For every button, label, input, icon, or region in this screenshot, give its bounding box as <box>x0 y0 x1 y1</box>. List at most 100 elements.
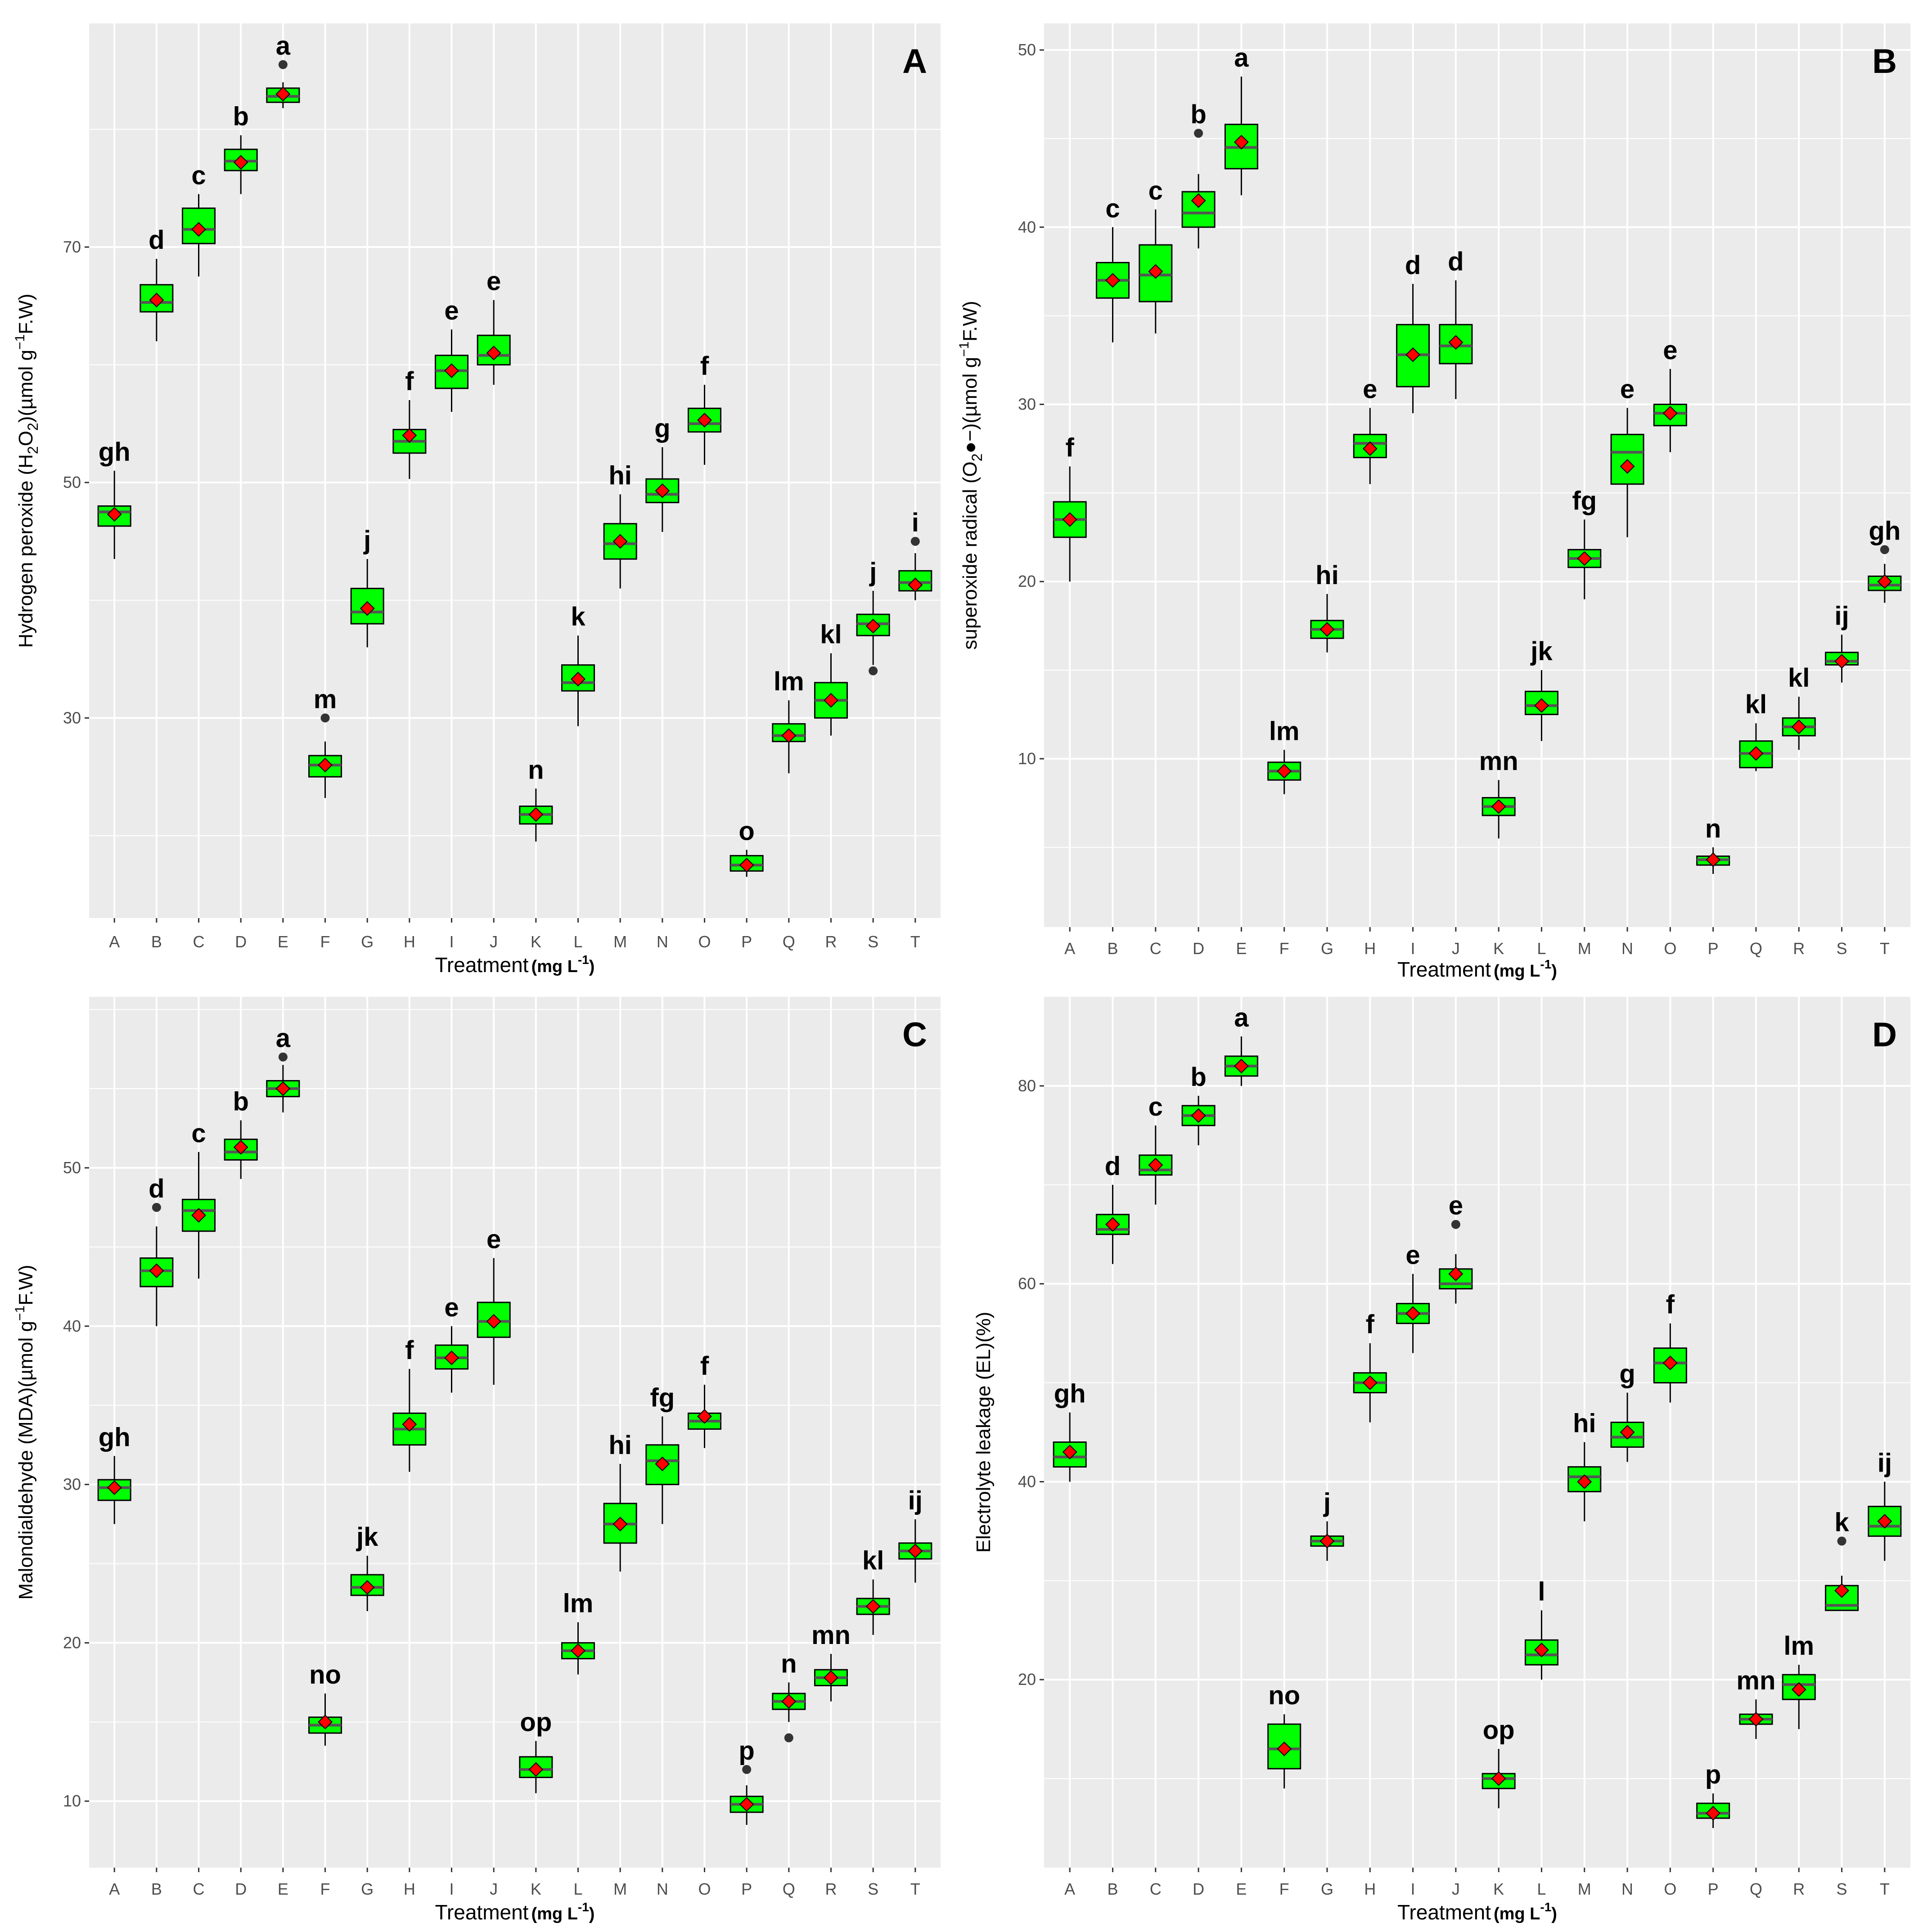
x-tick-label: Q <box>783 932 795 951</box>
x-tick-label: O <box>1664 939 1676 958</box>
significance-letter: mn <box>811 1621 851 1650</box>
panel-c-chart: 1020304050ghdcbanojkfeeoplmhifgfpnmnklij… <box>13 997 941 1924</box>
x-tick-label: F <box>1279 1880 1289 1898</box>
significance-letter: e <box>444 296 459 325</box>
mean-marker <box>1191 193 1206 208</box>
y-axis-title-part: F.W) <box>15 1265 37 1305</box>
significance-letter: e <box>1620 374 1635 404</box>
mean-marker <box>1148 264 1163 279</box>
outlier-point <box>742 1765 752 1774</box>
significance-letter: l <box>1538 1577 1545 1606</box>
y-tick-label: 40 <box>1018 1472 1036 1491</box>
mean-marker <box>1577 551 1592 566</box>
significance-letter: kl <box>1788 663 1810 693</box>
outlier-point <box>784 1733 793 1743</box>
x-tick-label: G <box>361 932 374 951</box>
mean-marker <box>444 363 459 378</box>
significance-letter: b <box>233 1087 248 1116</box>
x-tick-label: T <box>910 932 920 951</box>
mean-marker <box>865 1599 881 1614</box>
outlier-point <box>1837 1536 1846 1546</box>
mean-marker <box>486 1314 501 1329</box>
x-axis-unit-close: ) <box>589 1905 595 1923</box>
mean-marker <box>1791 719 1806 734</box>
significance-letter: e <box>1405 1241 1420 1270</box>
significance-letter: j <box>869 558 877 587</box>
mean-marker <box>233 155 248 170</box>
x-tick-label: B <box>151 1880 162 1898</box>
x-tick-label: P <box>1708 939 1719 958</box>
mean-marker <box>1662 1356 1678 1370</box>
significance-letter: c <box>191 1119 206 1148</box>
mean-marker <box>107 507 122 522</box>
significance-letter: c <box>1105 194 1120 223</box>
significance-letter: gh <box>1054 1379 1086 1409</box>
mean-marker <box>1234 1058 1249 1074</box>
mean-marker <box>571 1643 585 1658</box>
x-tick-label: O <box>698 932 711 951</box>
x-axis-unit-exponent: -1 <box>578 953 589 967</box>
x-tick-label: O <box>1664 1880 1676 1898</box>
y-tick-label: 40 <box>1018 218 1036 236</box>
x-tick-label: A <box>1064 939 1075 958</box>
mean-marker <box>1320 1533 1335 1549</box>
y-tick-label: 20 <box>63 1633 81 1652</box>
panel-label: A <box>902 42 927 81</box>
x-axis-unit-close: ) <box>589 957 595 976</box>
x-axis-title-text: Treatment <box>1397 1900 1491 1924</box>
x-tick-label: D <box>235 932 247 951</box>
mean-marker <box>1191 1108 1206 1123</box>
mean-marker <box>191 222 206 237</box>
y-tick-label: 40 <box>63 1317 81 1335</box>
significance-letter: e <box>1449 1191 1463 1220</box>
y-axis-title-part: Malondialdehyde (MDA)(µmol g <box>15 1321 37 1600</box>
x-tick-label: G <box>1321 939 1333 958</box>
mean-marker <box>318 1714 333 1729</box>
y-tick-label: 30 <box>63 708 81 727</box>
significance-letter: kl <box>820 620 842 649</box>
significance-letter: a <box>276 1024 291 1053</box>
x-tick-label: I <box>1411 1880 1415 1898</box>
y-axis-title: Electrolyte leakage (EL)(%) <box>973 1312 995 1553</box>
y-axis-title-part: 2 <box>25 423 41 431</box>
significance-letter: hi <box>608 1431 632 1460</box>
significance-letter: hi <box>1315 561 1339 590</box>
mean-marker <box>1448 1266 1464 1282</box>
x-tick-label: C <box>193 932 205 951</box>
mean-marker <box>1706 852 1721 867</box>
x-tick-label: L <box>573 932 582 951</box>
mean-marker <box>360 601 375 616</box>
mean-marker <box>1748 1711 1764 1727</box>
x-tick-label: C <box>193 1880 205 1898</box>
x-tick-label: M <box>1578 1880 1591 1898</box>
mean-marker <box>1534 1642 1549 1657</box>
x-axis-title: Treatment (mg L-1) <box>435 1900 595 1924</box>
mean-marker <box>1405 347 1420 362</box>
mean-marker <box>1148 1157 1163 1173</box>
x-tick-label: P <box>1708 1880 1719 1898</box>
y-axis-title-part: ●−)(µmol g <box>959 357 981 454</box>
mean-marker <box>1062 1445 1077 1459</box>
mean-marker <box>655 483 670 498</box>
y-axis-title-part: Electrolyte leakage (EL)(%) <box>973 1312 995 1553</box>
x-tick-label: M <box>613 932 627 951</box>
x-tick-label: T <box>1880 1880 1890 1898</box>
panel-label: B <box>1872 42 1897 81</box>
mean-marker <box>318 757 333 773</box>
significance-letter: n <box>781 1649 797 1678</box>
x-axis-title: Treatment (mg L-1) <box>1397 957 1557 981</box>
significance-letter: d <box>149 225 164 255</box>
significance-letter: c <box>191 161 206 190</box>
mean-marker <box>1877 1513 1892 1529</box>
significance-letter: k <box>1834 1508 1849 1537</box>
significance-letter: hi <box>1573 1409 1596 1438</box>
y-tick-label: 50 <box>63 473 81 491</box>
mean-marker <box>1834 653 1849 669</box>
significance-letter: f <box>700 351 709 381</box>
mean-marker <box>697 1409 712 1424</box>
significance-letter: op <box>520 1708 552 1737</box>
mean-marker <box>1620 459 1635 474</box>
x-tick-label: A <box>109 1880 120 1898</box>
